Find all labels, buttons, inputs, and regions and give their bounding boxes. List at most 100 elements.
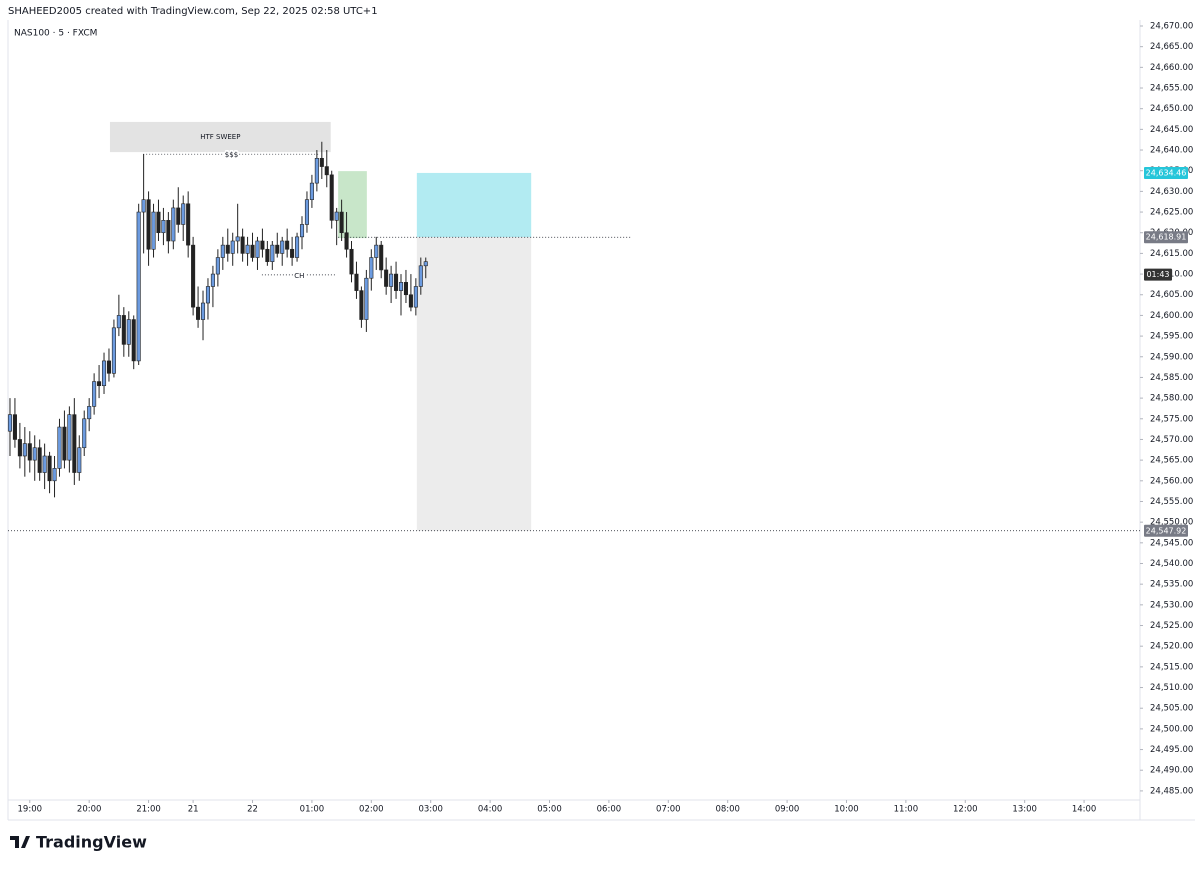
candle-body: [245, 244, 250, 254]
header: SHAHEED2005 created with TradingView.com…: [8, 6, 378, 17]
candle-body: [379, 244, 384, 271]
candle-body: [37, 447, 42, 473]
y-tick-label: 24,510.00: [1150, 683, 1193, 693]
y-tick-label: 24,530.00: [1150, 600, 1193, 610]
candle-body: [116, 315, 121, 329]
symbol: NAS100 · 5 · FXCM: [14, 29, 97, 39]
candle-body: [394, 273, 399, 291]
candle-body: [12, 414, 17, 440]
x-tick-label: 20:00: [77, 805, 102, 815]
candle-body: [344, 232, 349, 250]
x-tick-label: 19:00: [18, 805, 43, 815]
candle-body: [121, 315, 126, 345]
y-tick-label: 24,580.00: [1150, 394, 1193, 404]
x-tick-label: 22: [247, 805, 258, 815]
candle-body: [364, 277, 369, 320]
y-tick-label: 24,660.00: [1150, 63, 1193, 73]
y-tick-label: 24,520.00: [1150, 642, 1193, 652]
x-tick-label: 03:00: [418, 805, 443, 815]
candle-body: [196, 306, 201, 320]
candle-body: [7, 414, 13, 432]
candle-body: [220, 244, 225, 258]
logo: TradingView: [10, 833, 147, 852]
candle-body: [403, 282, 408, 296]
y-tick-label: 24,595.00: [1150, 332, 1193, 342]
y-tick-label: 24,670.00: [1150, 21, 1193, 31]
candle-body: [87, 406, 92, 420]
price-label-bg: [1144, 166, 1188, 179]
x-tick-label: 12:00: [953, 805, 978, 815]
candle-body: [384, 269, 389, 287]
candle-body: [210, 273, 215, 287]
y-tick-label: 24,555.00: [1150, 497, 1193, 507]
y-tick-label: 24,565.00: [1150, 456, 1193, 466]
candle-body: [230, 240, 235, 254]
x-tick-label: 10:00: [834, 805, 859, 815]
candle-body: [82, 418, 87, 449]
x-tick-label: 06:00: [597, 805, 622, 815]
y-tick-label: 24,625.00: [1150, 208, 1193, 218]
y-tick-label: 24,590.00: [1150, 352, 1193, 362]
y-tick-label: 24,630.00: [1150, 187, 1193, 197]
candle-body: [255, 240, 260, 258]
y-tick-label: 24,605.00: [1150, 290, 1193, 300]
y-tick-label: 24,665.00: [1150, 42, 1193, 52]
candle-body: [324, 166, 329, 176]
candle-body: [32, 447, 37, 461]
candle-body: [52, 468, 57, 482]
candle-body: [240, 236, 245, 254]
candle-body: [423, 261, 428, 267]
candle-body: [354, 273, 359, 291]
candle-body: [309, 182, 314, 200]
candle-body: [329, 174, 334, 221]
x-tick-label: 05:00: [537, 805, 562, 815]
logo-mark: [10, 836, 30, 848]
candle-body: [314, 158, 319, 184]
y-tick-label: 24,505.00: [1150, 704, 1193, 714]
price-label-bg: [1144, 524, 1188, 537]
x-tick-label: 11:00: [894, 805, 919, 815]
x-tick-label: 04:00: [478, 805, 503, 815]
candle-body: [225, 244, 230, 254]
countdown-bg: [1144, 268, 1172, 281]
candle-body: [280, 240, 285, 254]
price-label-bg: [1144, 231, 1188, 244]
candle-body: [77, 447, 82, 473]
x-tick-label: 09:00: [775, 805, 800, 815]
candle-body: [146, 199, 151, 250]
x-tick-label: 14:00: [1072, 805, 1097, 815]
target-zone: [416, 172, 532, 238]
candle-body: [319, 158, 324, 167]
y-tick-label: 24,535.00: [1150, 580, 1193, 590]
price-label: 24,618.91: [1146, 233, 1187, 242]
candle-body: [166, 220, 171, 242]
candle-body: [270, 244, 275, 262]
y-tick-label: 24,545.00: [1150, 538, 1193, 548]
candle-body: [275, 244, 280, 254]
candle-body: [151, 211, 156, 250]
candle-body: [97, 381, 102, 387]
logo-text: TradingView: [36, 833, 147, 852]
y-tick-label: 24,600.00: [1150, 311, 1193, 321]
candle-body: [215, 257, 220, 275]
y-tick-label: 24,495.00: [1150, 745, 1193, 755]
candle-body: [131, 319, 136, 362]
candle-body: [141, 199, 146, 213]
y-tick-label: 24,575.00: [1150, 414, 1193, 424]
candle-body: [334, 211, 339, 221]
candle-body: [418, 265, 423, 287]
y-tick-label: 24,500.00: [1150, 724, 1193, 734]
candle-body: [265, 248, 270, 262]
candle-body: [374, 244, 379, 258]
candle-body: [359, 290, 364, 320]
candle-body: [22, 443, 27, 457]
candle-body: [176, 207, 181, 225]
candle-body: [349, 248, 354, 275]
candle-body: [260, 240, 265, 250]
candle-body: [369, 257, 374, 279]
y-tick-label: 24,525.00: [1150, 621, 1193, 631]
y-tick-label: 24,615.00: [1150, 249, 1193, 259]
candle-body: [67, 414, 72, 461]
candle-body: [191, 244, 196, 308]
